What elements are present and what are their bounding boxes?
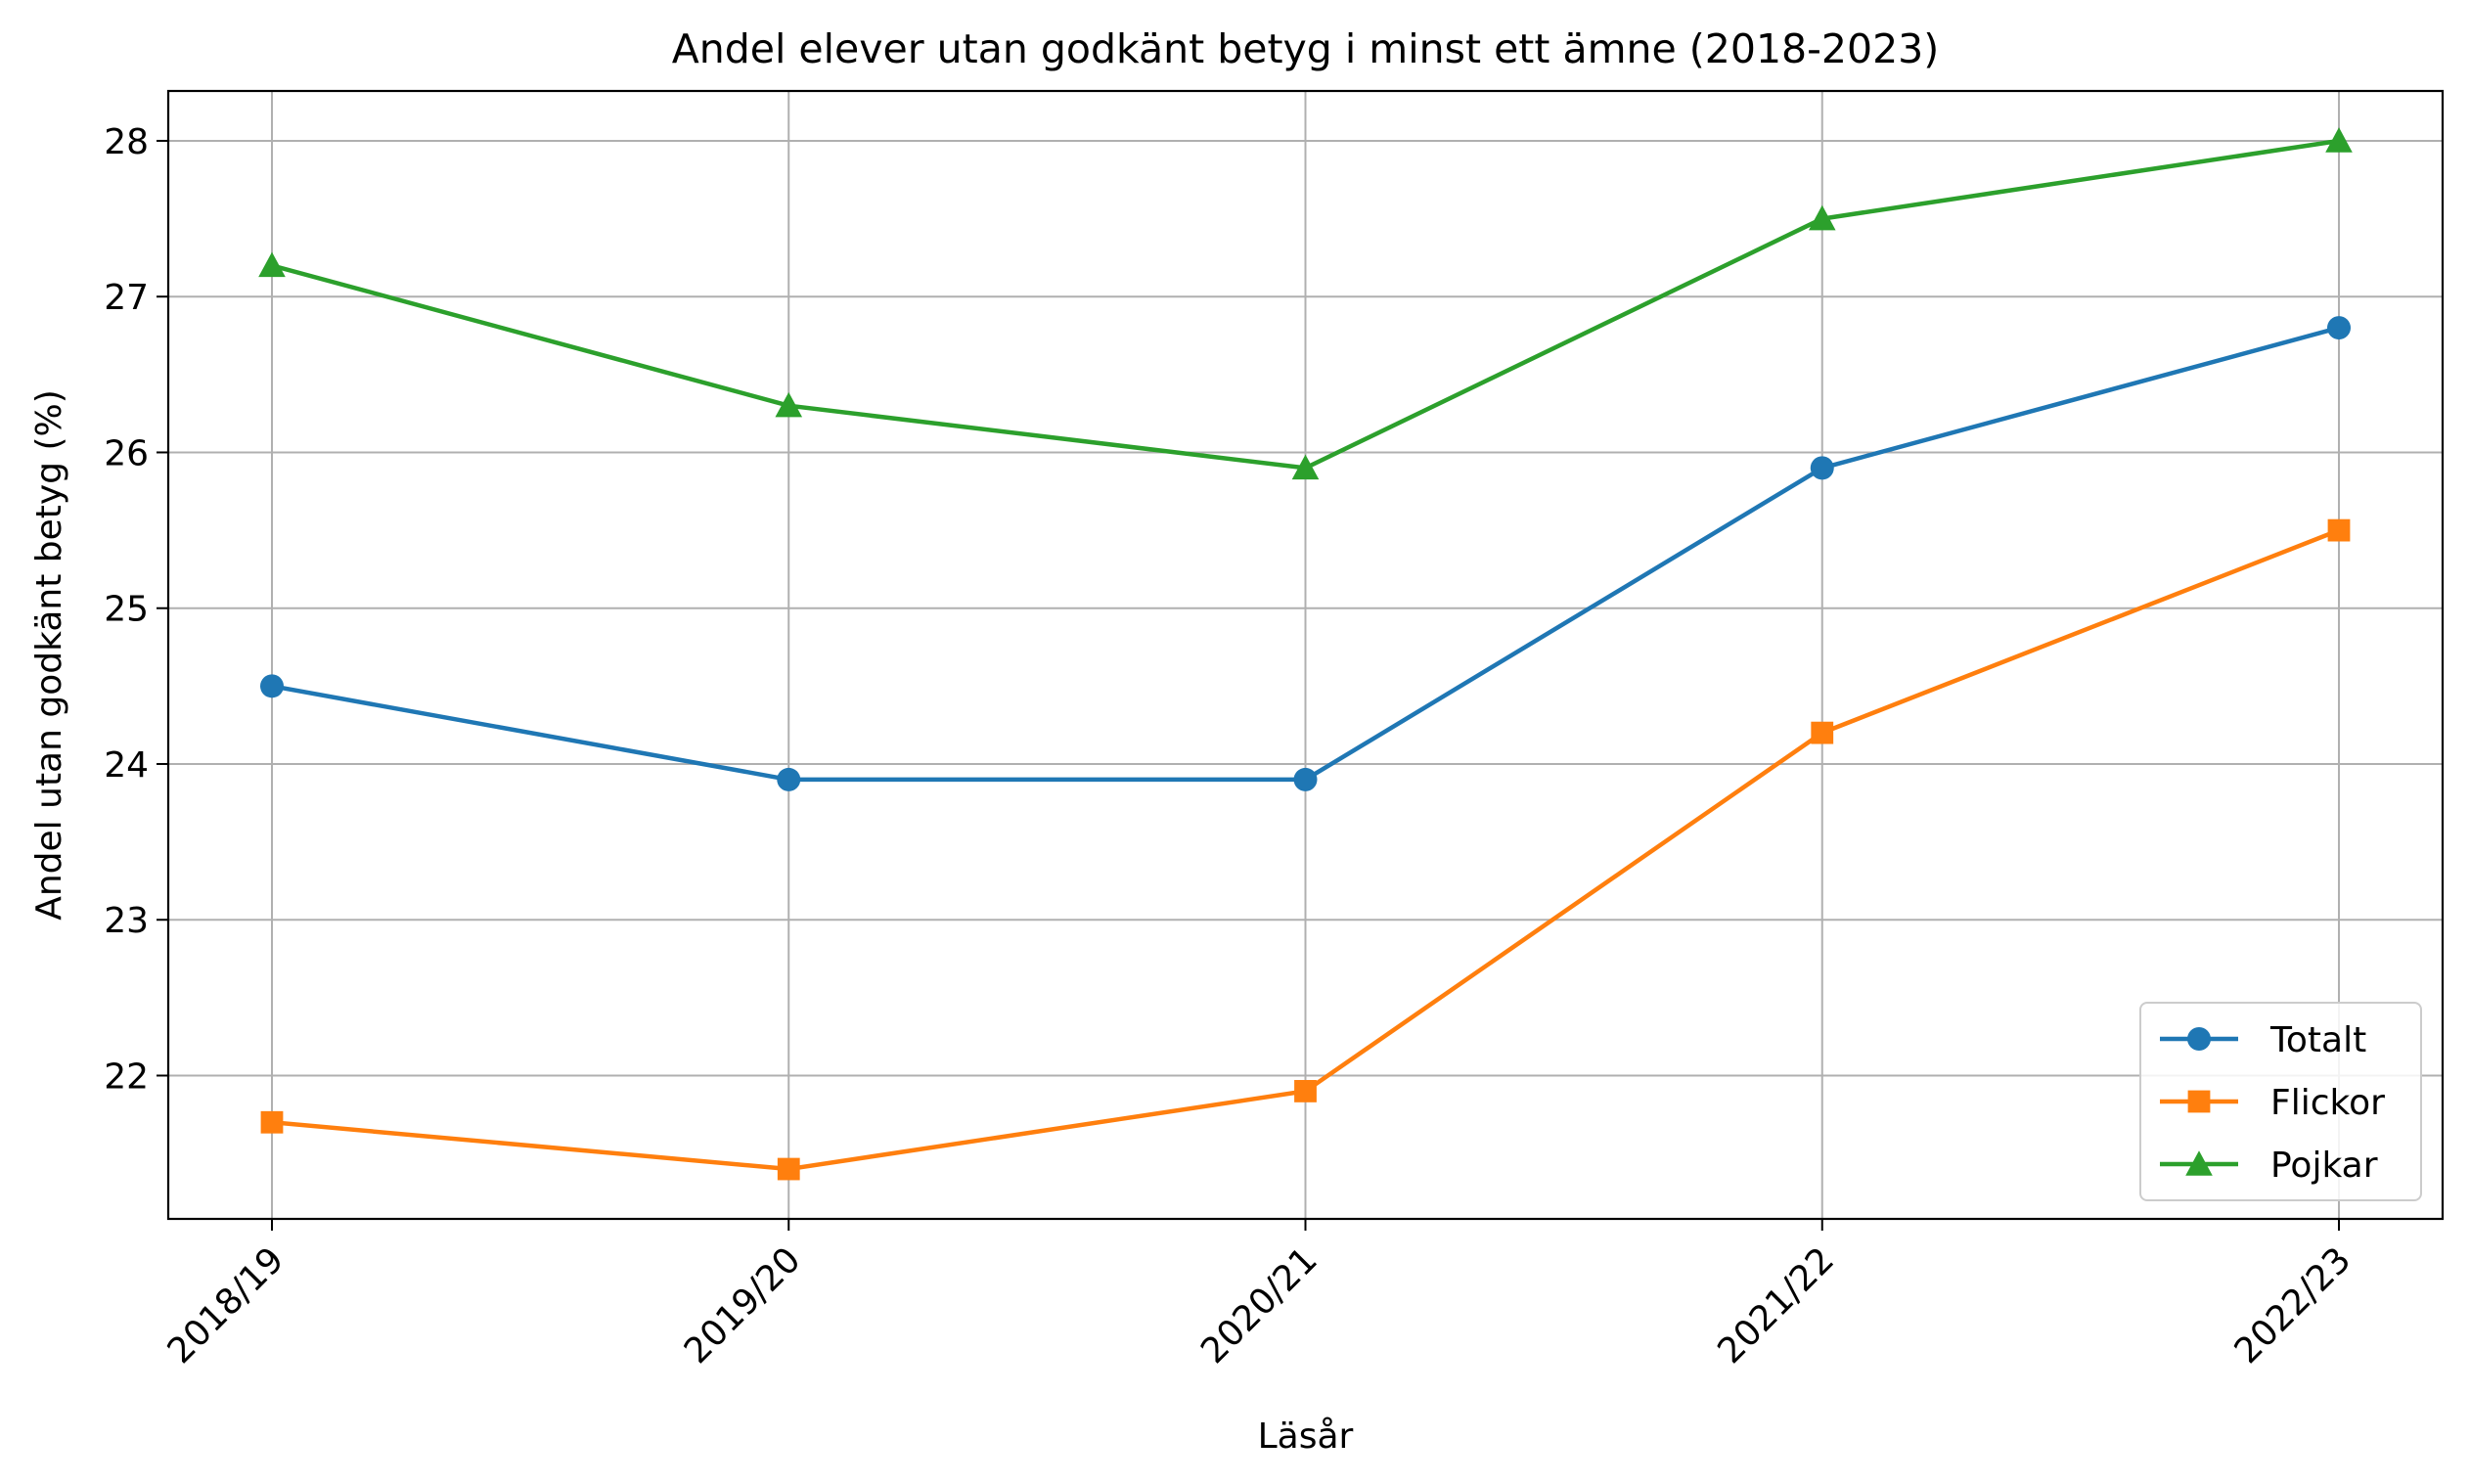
legend: Totalt Flickor Pojkar — [2139, 1002, 2422, 1201]
data-point-totalt — [260, 674, 284, 698]
chart-title: Andel elever utan godkänt betyg i minst … — [672, 25, 1940, 72]
x-axis-label: Läsår — [1258, 1417, 1354, 1457]
series-totalt — [260, 316, 2351, 791]
y-tick-label: 23 — [104, 901, 149, 941]
data-point-pojkar — [2325, 127, 2353, 153]
y-tick-label: 27 — [104, 278, 149, 318]
grid-lines — [168, 91, 2443, 1219]
y-tick-label: 28 — [104, 122, 149, 162]
data-point-pojkar — [1808, 204, 1836, 231]
legend-box — [2139, 1002, 2422, 1201]
data-point-totalt — [1810, 456, 1834, 480]
legend-marker-flickor — [2187, 1090, 2211, 1113]
legend-entry-flickor: Flickor — [2160, 1083, 2385, 1123]
y-tick-label: 25 — [104, 590, 149, 630]
data-point-totalt — [777, 767, 801, 791]
series-flickor — [260, 518, 2351, 1181]
data-point-flickor — [777, 1157, 800, 1181]
legend-marker-totalt — [2187, 1027, 2211, 1051]
y-tick-label: 24 — [104, 745, 149, 786]
legend-label-flickor: Flickor — [2270, 1083, 2385, 1123]
data-point-pojkar — [775, 391, 803, 418]
legend-marker-pojkar — [2185, 1150, 2213, 1176]
data-point-pojkar — [1291, 454, 1320, 480]
legend-label-pojkar: Pojkar — [2270, 1146, 2378, 1186]
y-tick-label: 26 — [104, 433, 149, 473]
legend-entry-pojkar: Pojkar — [2160, 1146, 2378, 1186]
data-point-totalt — [1293, 767, 1318, 791]
data-point-totalt — [2327, 316, 2351, 340]
data-point-flickor — [2327, 518, 2351, 542]
legend-entry-totalt: Totalt — [2160, 1020, 2366, 1060]
y-tick-label: 22 — [104, 1057, 149, 1097]
data-point-flickor — [1811, 721, 1834, 744]
legend-label-totalt: Totalt — [2269, 1020, 2366, 1060]
data-point-flickor — [260, 1110, 284, 1134]
data-point-flickor — [1294, 1080, 1317, 1102]
series-pojkar — [258, 127, 2353, 480]
data-point-pojkar — [258, 251, 286, 278]
series-layer — [258, 127, 2353, 1181]
y-axis-label: Andel utan godkänt betyg (%) — [29, 389, 69, 921]
